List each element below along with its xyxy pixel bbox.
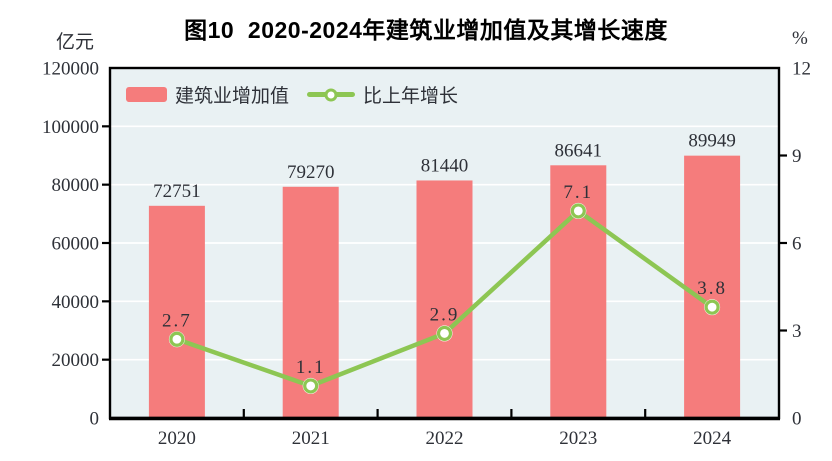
left-axis-tick-label: 40000: [52, 292, 100, 313]
left-axis-tick-label: 80000: [52, 175, 100, 196]
line-marker: [303, 378, 319, 394]
left-axis-tick-label: 20000: [52, 350, 100, 371]
bar-value-label: 79270: [287, 162, 335, 183]
right-axis-tick-label: 6: [792, 234, 802, 255]
bar-value-label: 81440: [421, 155, 469, 176]
rate-label: 2.7: [162, 310, 192, 331]
legend: 建筑业增加值 比上年增长: [126, 81, 458, 108]
legend-line-label: 比上年增长: [363, 86, 459, 107]
chart-title: 图10 2020-2024年建筑业增加值及其增长速度: [184, 17, 668, 43]
legend-bar-swatch-icon: [126, 87, 167, 102]
right-axis-tick-label: 0: [792, 409, 802, 430]
bar-2024: [684, 155, 741, 418]
line-marker: [570, 203, 586, 219]
x-axis-category-label: 2020: [158, 428, 196, 449]
bar-value-label: 89949: [688, 131, 736, 152]
bar-value-label: 86641: [555, 140, 603, 161]
left-axis-tick-label: 0: [90, 409, 100, 430]
rate-label: 1.1: [296, 357, 326, 378]
x-axis-category-label: 2023: [559, 428, 597, 449]
right-axis-tick-label: 12: [792, 59, 811, 80]
legend-bar-label: 建筑业增加值: [175, 86, 290, 107]
bar-value-label: 72751: [153, 181, 201, 202]
right-axis-unit-label: %: [792, 28, 808, 49]
line-marker: [704, 299, 720, 315]
bar-2022: [416, 180, 473, 418]
x-axis-category-label: 2022: [426, 428, 464, 449]
right-axis-tick-label: 9: [792, 146, 802, 167]
legend-line-marker-icon: [307, 88, 356, 101]
x-axis-category-label: 2024: [693, 428, 732, 449]
bar-2020: [148, 205, 205, 418]
rate-label: 3.8: [697, 278, 727, 299]
legend-marker-dot-icon: [324, 88, 338, 101]
left-axis-tick-label: 120000: [42, 59, 99, 80]
left-axis-unit-label: 亿元: [55, 32, 94, 53]
rate-label: 2.9: [430, 304, 460, 325]
rate-label: 7.1: [563, 182, 593, 203]
line-marker: [436, 325, 453, 342]
left-axis-tick-label: 100000: [42, 117, 99, 138]
x-axis-category-label: 2021: [292, 428, 330, 449]
right-axis-tick-label: 3: [792, 321, 802, 342]
line-marker: [169, 331, 185, 347]
left-axis-tick-label: 60000: [52, 234, 100, 255]
